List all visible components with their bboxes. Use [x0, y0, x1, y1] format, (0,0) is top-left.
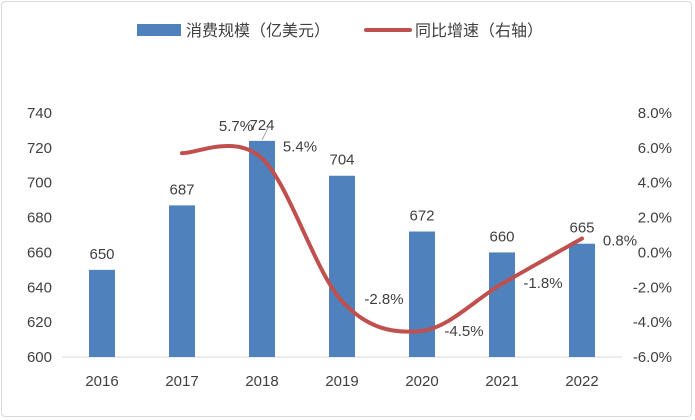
bar-value-label: 665 [569, 220, 594, 237]
line-value-label: -2.8% [364, 291, 403, 308]
bar [489, 252, 515, 357]
left-tick-label: 600 [27, 349, 52, 366]
line-value-label: 0.8% [603, 232, 637, 249]
line-value-label: 5.7% [219, 118, 253, 135]
legend-bar-label: 消费规模（亿美元） [186, 22, 330, 40]
bar [169, 205, 195, 357]
x-tick-label: 2016 [85, 373, 118, 390]
right-tick-label: -2.0% [633, 279, 672, 296]
line-value-label: -1.8% [523, 275, 562, 292]
left-tick-label: 720 [27, 140, 52, 157]
legend-bar-swatch [137, 24, 181, 36]
right-tick-label: 4.0% [638, 175, 672, 192]
label-leader-line [261, 127, 269, 141]
left-tick-label: 620 [27, 314, 52, 331]
x-tick-label: 2019 [325, 373, 358, 390]
bar-value-label: 660 [489, 228, 514, 245]
growth-line [180, 144, 584, 334]
left-tick-label: 680 [27, 210, 52, 227]
bar-value-label: 704 [329, 152, 354, 169]
bar-value-label: 724 [249, 117, 274, 134]
x-tick-label: 2017 [165, 373, 198, 390]
line-value-label: -4.5% [444, 323, 483, 340]
right-tick-label: -4.0% [633, 314, 672, 331]
x-tick-label: 2021 [485, 373, 518, 390]
bar [249, 140, 275, 357]
bar [329, 175, 355, 357]
right-tick-label: 6.0% [638, 140, 672, 157]
left-tick-label: 700 [27, 175, 52, 192]
right-tick-label: 8.0% [638, 105, 672, 122]
bar [409, 231, 435, 357]
bar [569, 243, 595, 357]
right-tick-label: -6.0% [633, 349, 672, 366]
right-tick-label: 2.0% [638, 210, 672, 227]
x-tick-label: 2022 [565, 373, 598, 390]
legend-line-label: 同比增速（右轴） [415, 22, 543, 40]
left-tick-label: 740 [27, 105, 52, 122]
right-tick-label: 0.0% [638, 244, 672, 261]
left-tick-label: 660 [27, 244, 52, 261]
bar-value-label: 650 [89, 246, 114, 263]
line-value-label: 5.4% [283, 138, 317, 155]
bar [89, 269, 115, 357]
bar-value-label: 672 [409, 208, 434, 225]
x-tick-label: 2020 [405, 373, 438, 390]
left-tick-label: 640 [27, 279, 52, 296]
bar-value-label: 687 [169, 181, 194, 198]
x-tick-label: 2018 [245, 373, 278, 390]
